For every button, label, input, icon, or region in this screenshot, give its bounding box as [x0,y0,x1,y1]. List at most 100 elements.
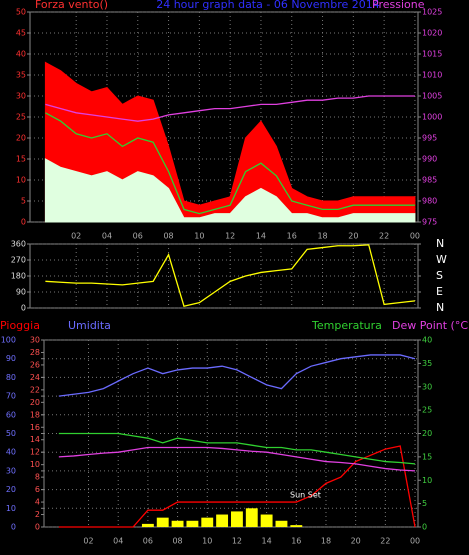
y-tick-label: 90 [6,354,16,363]
x-tick-label: 18 [317,232,327,241]
y-tick-label: 10 [16,176,26,185]
line [45,95,415,122]
y2-tick-label: 985 [422,176,437,185]
x-tick-label: 22 [379,232,389,241]
line [58,445,416,528]
y3-tick-label: 22 [30,385,40,394]
y2-tick-label: 35 [422,359,432,368]
y-tick-label: 90 [16,288,26,297]
y2-tick-label: E [436,285,443,298]
x-tick-label: 06 [143,537,153,546]
y2-tick-label: 990 [422,155,437,164]
x-tick-label: 10 [202,537,212,546]
y-tick-label: 5 [21,197,26,206]
x-tick-label: 16 [291,537,301,546]
x-tick-label: 14 [256,232,266,241]
y-tick-label: 25 [16,113,26,122]
x-tick-label: 18 [321,537,331,546]
x-tick-label: 20 [351,537,361,546]
y2-tick-label: 1000 [422,113,442,122]
x-tick-label: 02 [83,537,93,546]
y2-axis-label: Pressione [372,0,425,11]
y2-tick-label: 1015 [422,50,442,59]
y3-tick-label: 4 [35,498,40,507]
y-tick-label: 50 [6,429,16,438]
y3-tick-label: 16 [30,423,40,432]
y3-tick-label: 6 [35,485,40,494]
y3-tick-label: 30 [30,336,40,345]
annotation: Sun Set [290,491,321,500]
y-tick-label: 360 [11,240,26,249]
x-tick-label: 14 [262,537,272,546]
y3-tick-label: 2 [35,510,40,519]
y2-tick-label: W [436,253,447,266]
y2-tick-label: 30 [422,382,432,391]
y-tick-label: 60 [6,410,16,419]
x-tick-label: 00 [410,232,420,241]
bar [186,520,199,527]
y2-tick-label: N [436,301,444,314]
y3-tick-label: 0 [35,523,40,532]
x-tick-label: 08 [163,232,173,241]
y2-tick-label: 1025 [422,8,442,17]
y-tick-label: 0 [21,218,26,227]
y2-tick-label: 40 [422,336,432,345]
y2-tick-label: 1020 [422,29,442,38]
bar [275,520,288,527]
line [58,354,416,397]
y-tick-label: 20 [6,485,16,494]
x-tick-label: 06 [133,232,143,241]
line [58,432,416,465]
legend-entry: Pioggia [0,319,40,332]
y2-tick-label: 25 [422,406,432,415]
y-tick-label: 80 [6,373,16,382]
y2-tick-label: 1005 [422,92,442,101]
y-tick-label: 35 [16,71,26,80]
y2-tick-label: 10 [422,476,432,485]
y-tick-label: 10 [6,504,16,513]
x-tick-label: 04 [102,232,112,241]
y2-tick-label: 980 [422,197,437,206]
y2-tick-label: N [436,237,444,250]
y3-tick-label: 10 [30,460,40,469]
y2-tick-label: 995 [422,134,437,143]
y3-tick-label: 28 [30,348,40,357]
y3-tick-label: 14 [30,435,40,444]
bar [216,514,229,527]
x-tick-label: 10 [194,232,204,241]
bar [201,517,214,527]
y-tick-label: 0 [21,304,26,313]
y2-tick-label: 15 [422,452,432,461]
y-tick-label: 30 [16,92,26,101]
y-tick-label: 270 [11,256,26,265]
y-tick-label: 100 [1,336,16,345]
x-tick-label: 00 [410,537,420,546]
y-tick-label: 15 [16,155,26,164]
bar [245,508,258,527]
y3-tick-label: 20 [30,398,40,407]
y2-tick-label: S [436,269,443,282]
y-tick-label: 30 [6,466,16,475]
line [45,244,415,307]
y3-tick-label: 26 [30,360,40,369]
bar [156,517,169,527]
bar [260,514,273,527]
bar [231,511,243,527]
y2-tick-label: 5 [422,499,427,508]
line [58,446,416,472]
bar [290,525,303,527]
y3-tick-label: 24 [30,373,40,382]
x-tick-label: 12 [225,232,235,241]
y-tick-label: 45 [16,29,26,38]
y-axis-label: Forza vento() [35,0,108,11]
chart-title: 24 hour graph data - 06 Novembre 2014 [156,0,380,11]
y3-tick-label: 8 [35,473,40,482]
y3-tick-label: 12 [30,448,40,457]
y-tick-label: 180 [11,272,26,281]
bar [141,523,154,527]
y-tick-label: 40 [6,448,16,457]
y2-tick-label: 975 [422,218,437,227]
y3-tick-label: 18 [30,410,40,419]
x-tick-label: 04 [113,537,123,546]
